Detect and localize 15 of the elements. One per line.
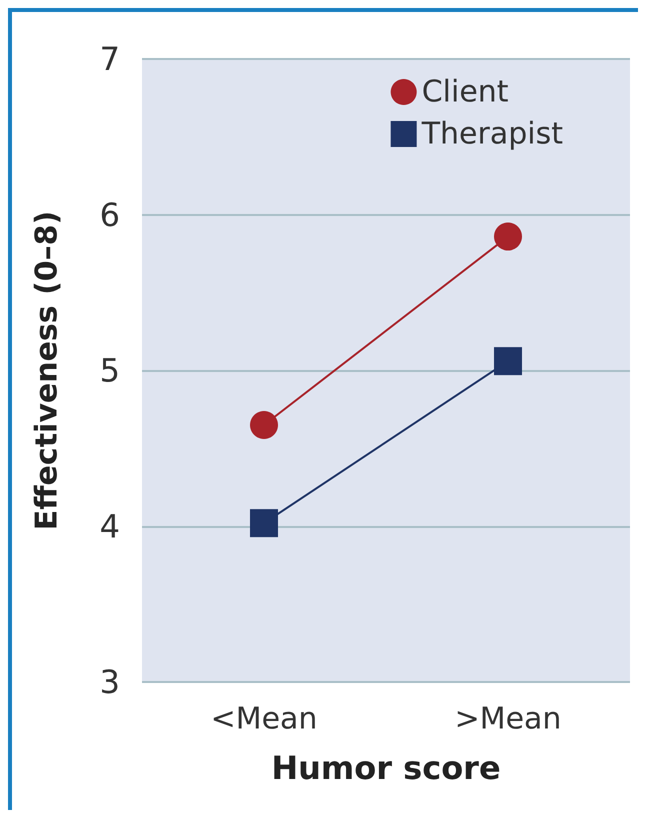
y-tick-label: 3 [100, 663, 120, 701]
y-tick-label: 5 [100, 352, 120, 390]
y-axis-title: Effectiveness (0–8) [30, 210, 64, 530]
y-tick-label: 7 [100, 40, 120, 78]
point [250, 509, 278, 538]
point [494, 347, 522, 376]
y-tick-label: 4 [100, 507, 120, 546]
point [250, 411, 278, 440]
x-tick-label: >Mean [454, 702, 562, 736]
y-tick-label: 6 [100, 196, 120, 234]
x-axis-title: Humor score [271, 749, 501, 787]
point [494, 222, 522, 251]
legend-label: Therapist [420, 116, 564, 152]
x-tick-label: <Mean [210, 702, 318, 736]
legend-label: Client [422, 74, 509, 110]
